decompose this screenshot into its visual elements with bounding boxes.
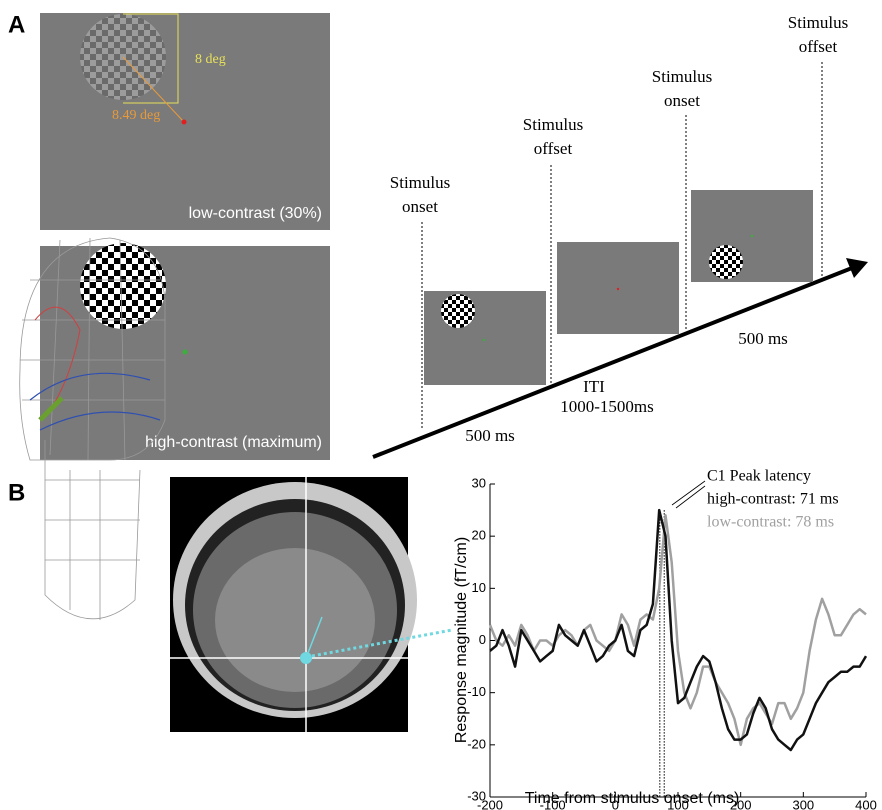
annotation: high-contrast: 71 ms <box>707 491 839 508</box>
fixation <box>183 350 188 355</box>
condition-label: high-contrast (maximum) <box>145 434 322 451</box>
duration-label: 1000-1500ms <box>560 397 654 416</box>
panel-label: A <box>8 11 25 38</box>
figure: A B 8 deg 8.49 deg low-contrast (30%) hi… <box>0 0 882 810</box>
duration-label: 500 ms <box>738 329 788 348</box>
y-tick-label: 10 <box>472 580 486 595</box>
event-label: onset <box>664 91 700 110</box>
eccentricity-label: 8.49 deg <box>112 108 160 123</box>
line-series <box>490 510 866 750</box>
x-tick-label: -200 <box>477 797 503 810</box>
checkerboard <box>709 245 743 279</box>
fixation <box>751 235 753 237</box>
white-matter <box>215 548 375 692</box>
event-label: offset <box>534 139 573 158</box>
size-label: 8 deg <box>195 52 226 67</box>
event-label: offset <box>799 37 838 56</box>
y-axis-title: Response magnitude (fT/cm) <box>453 537 470 743</box>
fixation <box>483 339 485 341</box>
event-label: Stimulus <box>652 67 712 86</box>
y-tick-label: 30 <box>472 475 486 490</box>
x-tick-label: 300 <box>792 797 814 810</box>
checkerboard <box>80 243 166 329</box>
chart: Time from stimulus onset (ms) Response m… <box>453 468 877 810</box>
condition-label: low-contrast (30%) <box>189 205 322 222</box>
panel-label: B <box>8 479 25 506</box>
y-tick-label: -20 <box>467 736 486 751</box>
event-label: Stimulus <box>523 115 583 134</box>
y-tick-label: 0 <box>479 632 486 647</box>
page: A B 8 deg 8.49 deg low-contrast (30%) hi… <box>0 0 882 810</box>
x-tick-label: 400 <box>855 797 877 810</box>
duration-label: 500 ms <box>465 426 515 445</box>
x-tick-label: 0 <box>612 797 619 810</box>
annotation: C1 Peak latency <box>707 468 811 485</box>
event-label: Stimulus <box>788 13 848 32</box>
x-tick-label: -100 <box>540 797 566 810</box>
event-label: Stimulus <box>390 173 450 192</box>
y-tick-label: 20 <box>472 528 486 543</box>
event-label: onset <box>402 197 438 216</box>
checkerboard <box>441 294 475 328</box>
x-tick-label: 100 <box>667 797 689 810</box>
annotation: low-contrast: 78 ms <box>707 514 834 531</box>
fixation <box>182 120 187 125</box>
x-tick-label: 200 <box>730 797 752 810</box>
line-series <box>490 515 866 745</box>
y-tick-label: -10 <box>467 684 486 699</box>
dipole-location <box>300 652 312 664</box>
leader-line <box>672 481 705 508</box>
duration-label: ITI <box>583 377 605 396</box>
fixation <box>617 288 619 290</box>
